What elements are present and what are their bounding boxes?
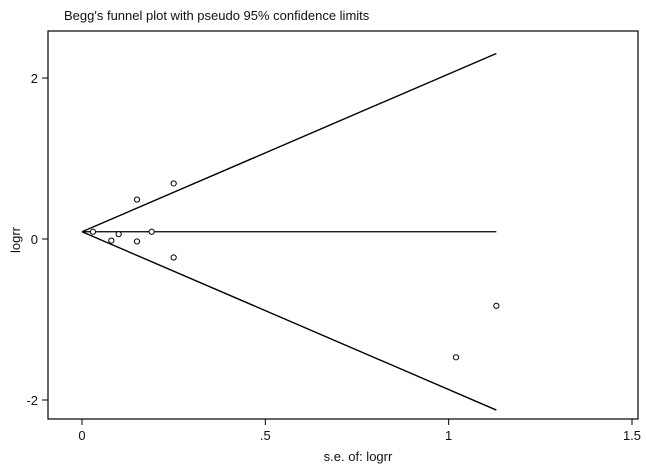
data-point-8 <box>170 254 177 261</box>
data-point-9 <box>452 354 460 361</box>
data-point-6 <box>148 228 155 235</box>
data-point-3 <box>115 231 122 238</box>
chart-title: Begg's funnel plot with pseudo 95% confi… <box>64 8 370 23</box>
x-tick-label-3: 1 <box>445 428 452 443</box>
y-axis-title: logrr <box>8 226 23 253</box>
data-point-1 <box>89 228 97 235</box>
x-tick-label-2: .5 <box>260 428 271 443</box>
funnel-lines <box>81 52 497 411</box>
x-tick-label-1: 0 <box>78 428 85 443</box>
x-tick-label-4: 1.5 <box>623 428 641 443</box>
axis-ticks: 0 .5 1 1.5 2 0 -2 <box>26 71 641 443</box>
data-point-2 <box>108 237 115 244</box>
data-point-4 <box>133 196 141 203</box>
data-point-10 <box>493 302 500 309</box>
plot-frame <box>47 30 639 420</box>
upper-confidence-limit <box>81 52 497 233</box>
plot-border <box>47 30 639 420</box>
y-tick-label-2: 0 <box>31 232 38 247</box>
data-point-7 <box>170 180 177 187</box>
lower-confidence-limit <box>81 231 497 411</box>
x-axis-title: s.e. of: logrr <box>324 449 393 464</box>
data-point-5 <box>133 238 141 245</box>
y-tick-label-3: -2 <box>26 393 38 408</box>
y-tick-label-1: 2 <box>31 71 38 86</box>
data-points <box>89 180 500 361</box>
